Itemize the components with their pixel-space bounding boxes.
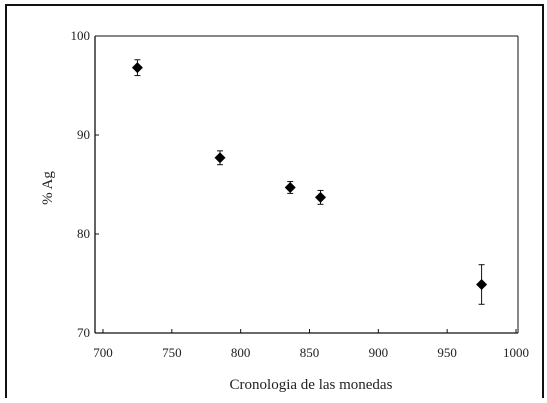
data-points xyxy=(131,59,488,305)
y-tick-label: 70 xyxy=(77,325,90,340)
x-tick-label: 950 xyxy=(437,345,457,360)
x-tick-label: 900 xyxy=(369,345,389,360)
x-axis-title: Cronologia de las monedas xyxy=(230,377,393,393)
x-tick-label: 850 xyxy=(300,345,320,360)
x-axis-ticks: 700 750 800 850 900 950 1000 xyxy=(93,329,529,360)
x-tick-label: 700 xyxy=(93,345,113,360)
y-axis-ticks: 70 80 90 100 xyxy=(71,28,99,340)
y-tick-label: 90 xyxy=(77,127,90,142)
data-point-marker xyxy=(284,181,296,193)
y-tick-label: 80 xyxy=(77,226,90,241)
chart-frame xyxy=(5,4,544,398)
plot-area xyxy=(94,35,519,334)
data-point-marker xyxy=(214,152,226,164)
data-point-marker xyxy=(131,62,143,74)
x-tick-label: 750 xyxy=(162,345,182,360)
y-axis-title: % Ag xyxy=(40,171,56,205)
x-tick-label: 1000 xyxy=(503,345,529,360)
data-point-marker xyxy=(476,278,488,290)
data-point-marker xyxy=(315,191,327,203)
y-tick-label: 100 xyxy=(71,28,91,43)
x-tick-label: 800 xyxy=(231,345,251,360)
